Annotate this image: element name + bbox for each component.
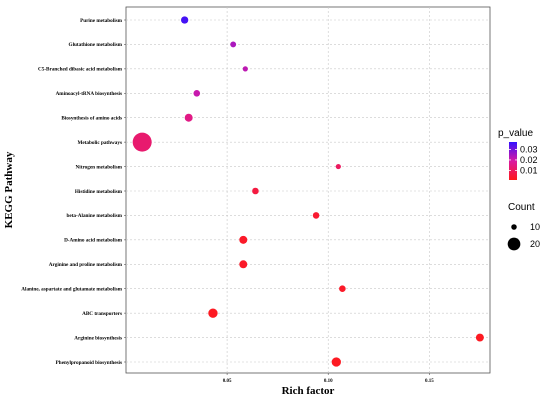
count-legend-dot (511, 224, 517, 230)
category-label: D-Amino acid metabolism (64, 238, 123, 244)
data-point (252, 187, 259, 195)
count-legend-label: 10 (530, 222, 540, 232)
category-label: ABC transporters (82, 311, 122, 317)
x-tick-labels: 0.05 0.10 0.15 (223, 373, 434, 384)
plot-panel (125, 6, 491, 374)
colorbar-tick-label: 0.01 (520, 166, 538, 176)
data-point (239, 235, 248, 244)
x-axis-title: Rich factor (282, 385, 335, 397)
data-points (132, 16, 484, 367)
data-point (184, 113, 193, 122)
category-label: Nitrogen metabolism (76, 164, 123, 170)
p-value-legend-title: p_value (498, 128, 533, 139)
p-value-legend-ticks: 0.030.020.01 (509, 144, 538, 176)
x-tick-label: 0.10 (324, 379, 333, 384)
data-point (339, 285, 346, 293)
data-point (239, 260, 248, 269)
category-labels: Purine metabolism Glutathione metabolism C… (21, 18, 126, 366)
count-legend: Count 10 20 (507, 202, 540, 251)
p-value-legend: p_value 0.030.020.01 (498, 128, 538, 180)
data-point (335, 163, 341, 170)
category-label: Phenylpropanoid biosynthesis (56, 360, 122, 366)
data-point (312, 212, 320, 219)
data-point (475, 333, 484, 342)
category-label: Metabolic pathways (77, 140, 122, 146)
x-tick-label: 0.15 (425, 379, 434, 384)
count-legend-dot (507, 237, 521, 251)
category-label: Alanine, aspartate and glutamate metabol… (21, 287, 122, 293)
data-point (181, 16, 189, 24)
category-label: Histidine metabolism (75, 189, 123, 195)
x-tick-label: 0.05 (223, 379, 232, 384)
category-label: Arginine and proline metabolism (49, 262, 123, 268)
data-point (132, 132, 152, 152)
data-point (242, 66, 248, 72)
data-point (193, 89, 201, 97)
count-legend-entries: 10 20 (507, 222, 540, 251)
category-label: Biosynthesis of amino acids (61, 116, 122, 122)
data-point (230, 41, 237, 48)
category-label: Arginine biosynthesis (74, 335, 122, 341)
category-label: Glutathione metabolism (69, 42, 123, 48)
y-axis-title: KEGG Pathway (3, 151, 15, 228)
data-point (208, 308, 218, 318)
p-value-colorbar (509, 142, 517, 180)
colorbar-tick-label: 0.02 (520, 155, 538, 165)
count-legend-title: Count (508, 202, 535, 213)
category-label: Aminoacyl-tRNA biosynthesis (56, 91, 122, 97)
category-label: beta-Alanine metabolism (67, 213, 123, 219)
data-point (331, 357, 341, 367)
count-legend-label: 20 (530, 239, 540, 249)
grid-lines (126, 7, 490, 373)
category-label: Purine metabolism (80, 18, 123, 24)
category-label: C5-Branched dibasic acid metabolism (38, 67, 123, 73)
colorbar-tick-label: 0.03 (520, 144, 538, 154)
